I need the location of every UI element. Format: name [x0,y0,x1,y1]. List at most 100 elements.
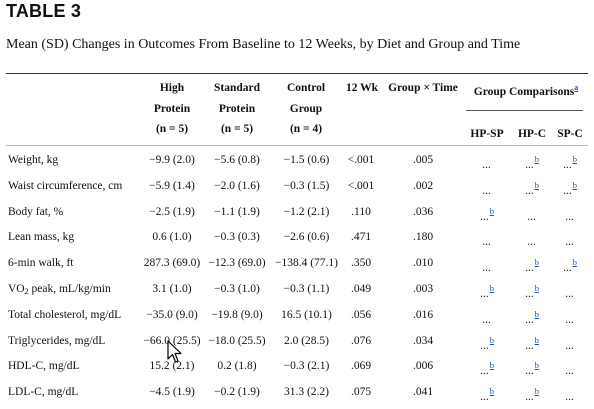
standard-protein-value: −0.3 (1.0) [214,283,260,295]
group-time-p-value: .002 [412,179,434,192]
row-label: Total cholesterol, mg/dL [8,309,121,322]
wk12-p-value: .110 [351,205,371,218]
ellipsis: ... [525,339,534,352]
control-group-value: 2.0 (28.5) [283,334,330,347]
footnote-b-link[interactable]: b [489,334,494,345]
control-group-value: −0.3 (2.1) [283,360,330,373]
ellipsis: ... [565,339,574,352]
row-label: Lean mass, kg [8,231,74,244]
row-label-subscript: 2 [24,287,29,296]
footnote-b-link[interactable]: b [572,257,577,268]
control-group-value: 31.3 (2.2) [283,386,330,399]
footnote-b-link[interactable]: b [489,205,494,216]
table-row: Lean mass, kg 0.6 (1.0) −0.3 (0.3) −2.6 (0.… [0,225,594,251]
header-line: Control [286,82,326,94]
wk12-p-value: .069 [350,360,372,373]
footnote-b-link[interactable]: b [572,154,577,164]
group-time-p-value: .010 [412,257,434,270]
control-group-value: −1.2 (2.1) [283,205,330,218]
hp-c-comparison: ...b [514,386,550,403]
group-comparisons-rule [466,110,583,111]
ellipsis: ... [480,391,489,404]
footnote-b-link[interactable]: b [534,386,539,397]
ellipsis: ... [482,262,491,275]
ellipsis: ... [563,262,572,275]
footnote-b-link[interactable]: b [489,283,494,293]
standard-protein-value: −1.1 (1.9) [214,205,260,218]
hp-sp-comparison: ... [464,231,510,248]
row-label-text: Triglycerides, mg/dL [8,334,106,347]
hp-c-comparison: ...b [514,180,550,197]
high-protein-value: −66.0 (25.5) [143,334,201,347]
wk12-p-value: .471 [350,231,372,244]
footnote-b-link[interactable]: b [534,154,539,164]
header-rule [6,145,588,146]
footnote-b-link[interactable]: b [534,308,539,319]
hp-c-comparison: ...b [514,335,550,352]
header-line: High [159,82,185,94]
footnote-b-link[interactable]: b [489,386,494,397]
hp-c-comparison: ...b [514,257,550,274]
wk12-p-value: .076 [350,334,372,347]
hp-sp-comparison: ... [464,309,510,326]
wk12-p-value: .350 [350,257,372,270]
ellipsis: ... [527,210,536,223]
footnote-b-link[interactable]: b [572,179,577,190]
footnote-b-link[interactable]: b [534,334,539,345]
row-label: LDL-C, mg/dL [8,386,78,399]
ellipsis: ... [525,288,534,300]
header-line: Standard [213,82,261,94]
footnote-b-link[interactable]: b [534,179,539,190]
hp-sp-comparison: ...b [464,335,510,352]
ellipsis: ... [525,365,534,378]
control-group-value: −138.4 (77.1) [274,257,339,270]
ellipsis: ... [525,313,534,326]
footnote-b-link[interactable]: b [489,360,494,371]
mouse-pointer-icon [167,340,182,363]
ellipsis: ... [482,313,491,326]
hp-sp-comparison: ... [464,180,510,197]
header-hp-c: HP-C [517,128,547,140]
table-row: Waist circumference, cm −5.9 (1.4) −2.0 (1… [0,174,594,200]
footnote-b-link[interactable]: b [534,360,539,371]
header-standard-protein: Standard Protein (n = 5) [207,78,267,140]
header-line: Protein [153,102,191,115]
standard-protein-value: −12.3 (69.0) [208,257,266,270]
hp-sp-comparison: ...b [464,360,510,377]
hp-c-comparison: ... [514,206,550,223]
hp-c-comparison: ...b [514,309,550,326]
table-caption: Mean (SD) Changes in Outcomes From Basel… [6,37,521,52]
row-label-text: HDL-C, mg/dL [8,360,80,373]
hp-sp-comparison: ... [464,154,510,171]
high-protein-value: −4.5 (1.9) [149,386,195,399]
row-label-text: Waist circumference, cm [8,179,123,192]
group-time-p-value: .005 [412,154,434,166]
wk12-p-value: <.001 [347,179,375,192]
footnote-a-link[interactable]: a [574,83,579,92]
header-group-comparisons-label: Group Comparisons [473,85,575,98]
standard-protein-value: −19.8 (9.0) [211,308,263,321]
ellipsis: ... [563,159,572,171]
high-protein-value: 15.2 (2.1) [149,360,195,373]
ellipsis: ... [565,391,574,404]
hp-sp-comparison: ...b [464,283,510,300]
control-group-value: −2.6 (0.6) [283,231,330,244]
row-label-text: 6-min walk, ft [8,257,74,270]
row-label-text: Body fat, % [8,205,64,218]
ellipsis: ... [525,184,534,197]
row-label: Triglycerides, mg/dL [8,335,105,348]
ellipsis: ... [482,159,491,171]
standard-protein-value: −18.0 (25.5) [208,334,266,347]
footnote-b-link[interactable]: b [534,257,539,268]
table-row: VO2 peak, mL/kg/min 3.1 (1.0) −0.3 (1.0) −0… [0,277,594,303]
high-protein-value: 3.1 (1.0) [152,283,192,295]
ellipsis: ... [565,365,574,378]
footnote-b-link[interactable]: b [534,283,539,293]
sp-c-comparison: ...b [553,180,587,197]
header-line: (n = 5) [220,123,254,135]
table-row: 6-min walk, ft 287.3 (69.0) −12.3 (69.0) −1… [0,251,594,277]
high-protein-value: −35.0 (9.0) [146,308,198,321]
row-label: VO2 peak, mL/kg/min [8,283,111,296]
sp-c-comparison: ...b [553,154,587,171]
row-label: Waist circumference, cm [8,180,122,193]
